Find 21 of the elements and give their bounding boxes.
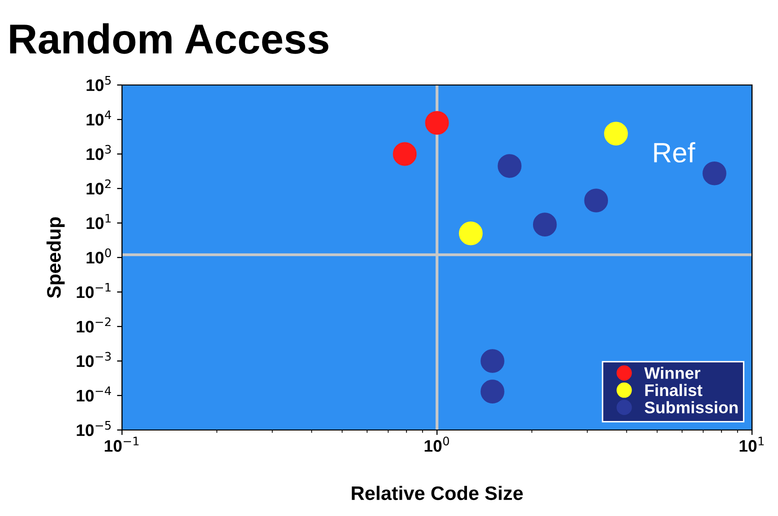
- legend-label: Submission: [644, 401, 738, 414]
- legend-label: Winner: [644, 366, 700, 379]
- chart-title: Random Access: [10, 23, 328, 54]
- x-axis-title: Relative Code Size: [352, 486, 523, 500]
- y-tick-label: 10$^{4}$: [86, 110, 112, 126]
- x-tick-label: 10$^{1}$: [740, 436, 764, 452]
- y-tick-label: 10$^{1}$: [86, 214, 111, 230]
- y-tick-label: 10$^{2}$: [86, 179, 111, 195]
- y-tick-label: 10$^{5}$: [86, 76, 111, 92]
- y-tick-label: 10$^{−1}$: [76, 283, 111, 298]
- y-tick-label: 10$^{−4}$: [76, 386, 112, 402]
- y-tick-label: 10$^{3}$: [86, 144, 111, 160]
- y-tick-label: 10$^{−3}$: [76, 352, 111, 368]
- y-axis-title: Speedup: [46, 217, 65, 298]
- y-tick-label: 10$^{−2}$: [76, 317, 111, 333]
- x-tick-label: 10$^{0}$: [424, 436, 450, 452]
- y-tick-label: 10$^{0}$: [86, 248, 111, 264]
- x-tick-label: 10$^{−1}$: [104, 436, 139, 452]
- legend-label: Finalist: [645, 384, 702, 396]
- y-tick-label: 10$^{−5}$: [76, 421, 111, 436]
- annotation: Ref: [654, 142, 696, 163]
